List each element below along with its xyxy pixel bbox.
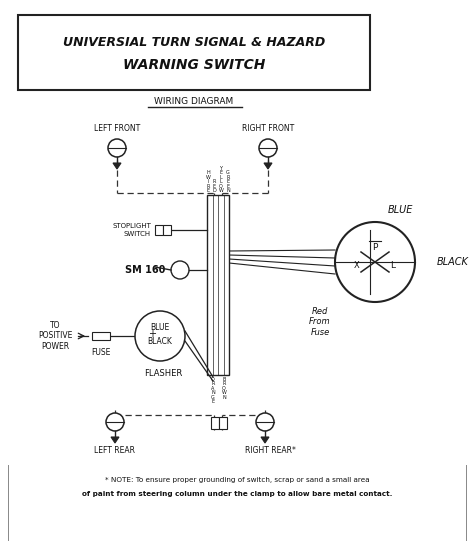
Text: +: + <box>148 329 156 339</box>
Text: of paint from steering column under the clamp to allow bare metal contact.: of paint from steering column under the … <box>82 491 392 497</box>
Polygon shape <box>264 163 272 169</box>
Text: RIGHT FRONT: RIGHT FRONT <box>242 124 294 133</box>
Text: B
R
O
W
N: B R O W N <box>221 377 227 400</box>
Text: SM 160: SM 160 <box>125 265 165 275</box>
Text: STOPLIGHT
SWITCH: STOPLIGHT SWITCH <box>112 223 151 237</box>
Text: BLUE: BLUE <box>150 323 170 333</box>
Text: R
E
D: R E D <box>212 179 216 193</box>
Circle shape <box>108 139 126 157</box>
Circle shape <box>135 311 185 361</box>
Text: LEFT REAR: LEFT REAR <box>94 446 136 455</box>
Text: WIRING DIAGRAM: WIRING DIAGRAM <box>155 97 234 105</box>
Text: G
R
E
E
N: G R E E N <box>226 170 230 193</box>
Text: BLUE: BLUE <box>387 205 413 215</box>
Circle shape <box>171 261 189 279</box>
Polygon shape <box>113 163 121 169</box>
Text: * NOTE: To ensure proper grounding of switch, scrap or sand a small area: * NOTE: To ensure proper grounding of sw… <box>105 477 369 483</box>
Circle shape <box>106 413 124 431</box>
Text: WARNING SWITCH: WARNING SWITCH <box>123 58 265 72</box>
Polygon shape <box>111 437 119 443</box>
FancyBboxPatch shape <box>18 15 370 90</box>
Text: BLACK: BLACK <box>437 257 469 267</box>
Text: FUSE: FUSE <box>91 348 111 357</box>
Text: P: P <box>372 243 378 251</box>
Bar <box>92 332 110 340</box>
Circle shape <box>256 413 274 431</box>
Text: L: L <box>391 261 395 271</box>
Text: RIGHT REAR*: RIGHT REAR* <box>245 446 295 455</box>
Text: X: X <box>354 261 360 271</box>
Bar <box>211 417 219 429</box>
Text: Y
E
L
L
O
W: Y E L L O W <box>219 166 223 193</box>
Text: FLASHER: FLASHER <box>144 369 182 378</box>
Text: TO
POSITIVE
POWER: TO POSITIVE POWER <box>38 321 72 351</box>
Text: O
R
A
N
G
E: O R A N G E <box>211 377 215 404</box>
Bar <box>155 225 163 235</box>
Bar <box>207 195 229 375</box>
Polygon shape <box>261 437 269 443</box>
Circle shape <box>259 139 277 157</box>
Text: BLACK: BLACK <box>147 337 173 345</box>
Text: LEFT FRONT: LEFT FRONT <box>94 124 140 133</box>
Text: UNIVERSIAL TURN SIGNAL & HAZARD: UNIVERSIAL TURN SIGNAL & HAZARD <box>63 36 325 48</box>
Text: Red
From
Fuse: Red From Fuse <box>309 307 331 337</box>
Bar <box>163 225 171 235</box>
Bar <box>219 417 227 429</box>
Circle shape <box>335 222 415 302</box>
Text: H
W
I
R
E: H W I R E <box>206 170 210 193</box>
